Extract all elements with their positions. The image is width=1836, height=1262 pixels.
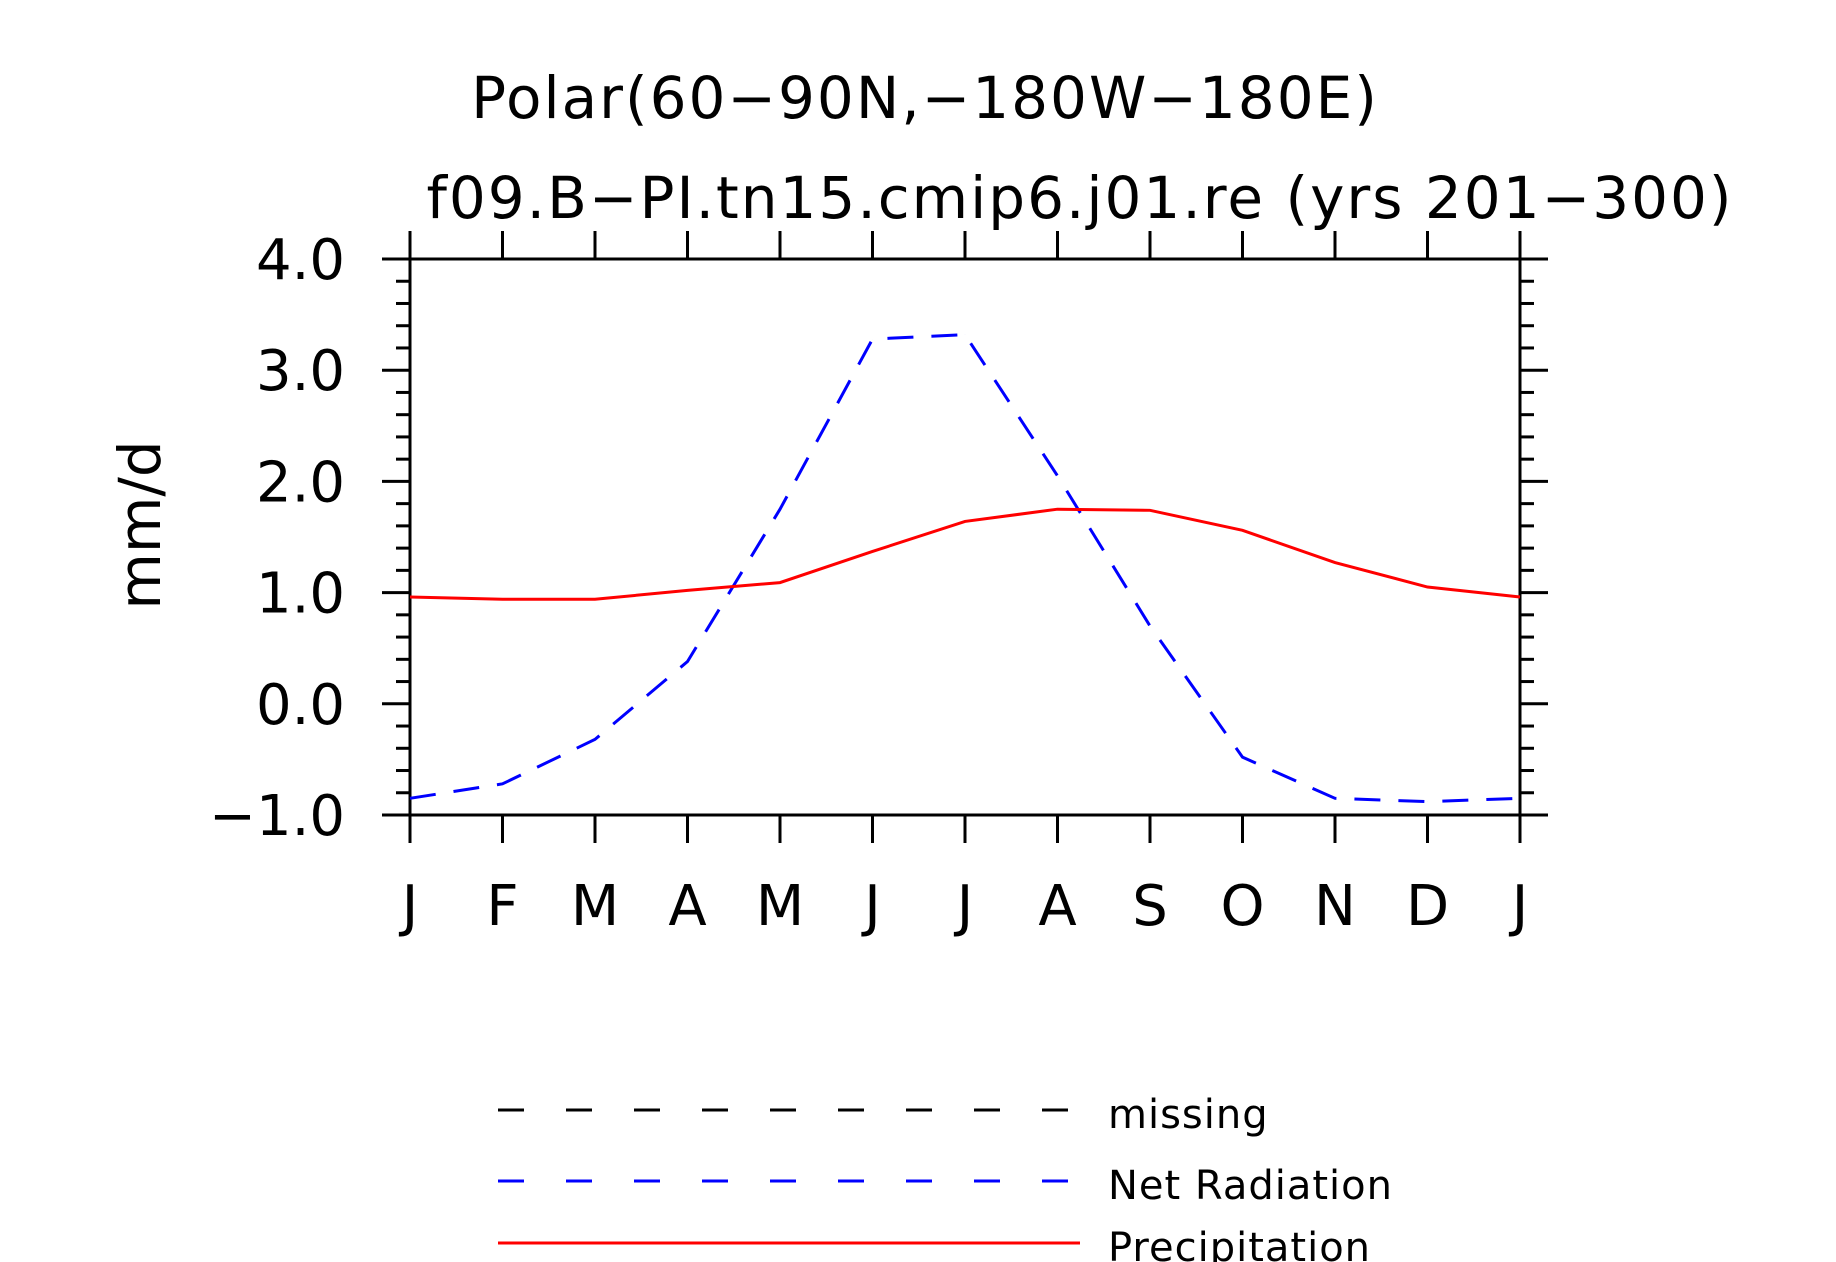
x-tick-label: M	[571, 874, 619, 939]
plot-frame	[408, 257, 1522, 817]
series-line	[409, 507, 1521, 601]
x-tick-label: D	[1406, 874, 1449, 939]
x-tick-label: O	[1220, 874, 1264, 939]
y-tick-label: 3.0	[256, 339, 345, 404]
legend-label: Precipitation	[1108, 1225, 1371, 1262]
x-tick-label: A	[668, 874, 706, 939]
x-tick-label: S	[1132, 874, 1168, 939]
y-tick-label: 2.0	[256, 450, 345, 515]
y-tick-label: 1.0	[256, 562, 345, 627]
x-tick-label: J	[861, 874, 881, 939]
x-tick-label: J	[1509, 874, 1529, 939]
y-tick-label: −1.0	[209, 784, 345, 849]
chart-subtitle: f09.B−PI.tn15.cmip6.j01.re (yrs 201−300)	[426, 164, 1733, 232]
x-tick-label: N	[1314, 874, 1356, 939]
x-tick-label: J	[399, 874, 419, 939]
legend-label: missing	[1108, 1092, 1269, 1138]
x-tick-label: M	[756, 874, 804, 939]
x-tick-label: J	[954, 874, 974, 939]
x-tick-label: F	[486, 874, 518, 939]
legend-label: Net Radiation	[1108, 1163, 1393, 1209]
y-tick-label: 4.0	[256, 228, 345, 293]
x-tick-label: A	[1038, 874, 1076, 939]
chart-title: Polar(60−90N,−180W−180E)	[471, 64, 1379, 132]
y-axis-label: mm/d	[106, 440, 174, 609]
y-tick-label: 0.0	[256, 673, 345, 738]
